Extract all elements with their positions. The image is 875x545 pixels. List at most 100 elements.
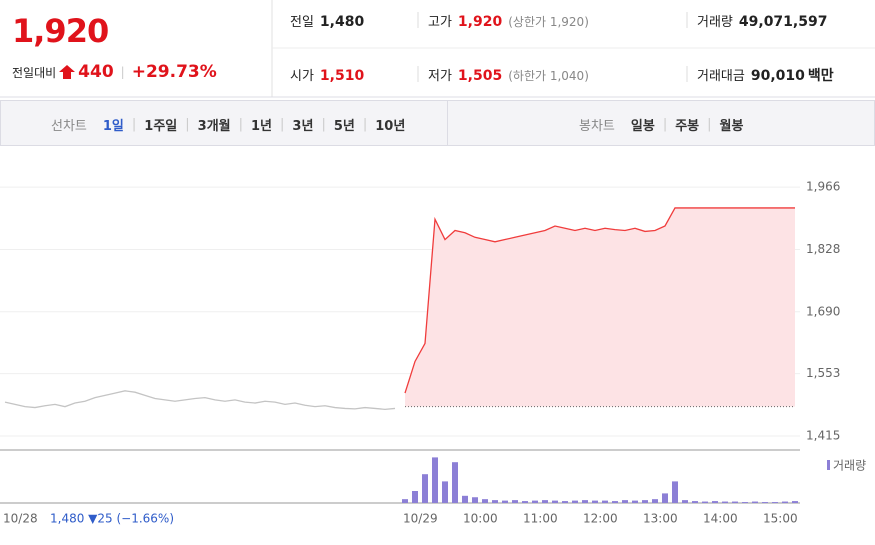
- current-price: 1,920: [12, 12, 109, 50]
- volume-bar: [682, 500, 688, 503]
- y-tick-label: 1,966: [806, 180, 840, 194]
- separator: |: [131, 117, 137, 132]
- period-button[interactable]: 5년: [333, 119, 355, 134]
- volume-bar: [572, 500, 578, 503]
- volume-bar: [582, 500, 588, 503]
- volume-bar: [412, 491, 418, 503]
- volume-bar: [422, 474, 428, 503]
- volume-bar: [632, 500, 638, 503]
- volume-bar: [462, 495, 468, 503]
- change-pct: +29.73%: [131, 62, 217, 82]
- volume-bar: [552, 500, 558, 503]
- volume-bar: [502, 500, 508, 503]
- period-button[interactable]: 월봉: [719, 119, 744, 134]
- y-tick-label: 1,415: [806, 429, 840, 443]
- separator: |: [185, 117, 190, 132]
- x-tick-label: 12:00: [583, 512, 618, 526]
- period-button[interactable]: 3년: [292, 119, 314, 134]
- volume-bar: [712, 501, 718, 503]
- separator: |: [321, 117, 326, 132]
- price-line: [4, 390, 396, 411]
- up-icon: [59, 65, 76, 79]
- legend-swatch: [827, 460, 830, 470]
- quote-value: 1,480: [319, 14, 365, 30]
- quote: 거래대금 90,010 백만: [697, 65, 834, 85]
- period-button[interactable]: 일봉: [630, 119, 655, 134]
- candle-chart-group: 봉차트 일봉 | 주봉 | 월봉: [579, 115, 743, 134]
- quote-label: 저가: [428, 69, 452, 84]
- quote-value: 49,071,597: [738, 14, 828, 30]
- quote-label: 고가: [428, 15, 452, 30]
- x-tick-label: 13:00: [643, 512, 678, 526]
- volume-bar: [432, 457, 438, 503]
- volume-bar: [752, 501, 758, 503]
- x-tick-label: 10:00: [463, 512, 498, 526]
- annotation: 1,480 ▼25 (−1.66%): [50, 512, 174, 526]
- period-button[interactable]: 1년: [251, 119, 273, 134]
- quote-note: (상한가 1,920): [508, 15, 589, 29]
- quote-unit: 백만: [807, 68, 834, 84]
- quote-label: 시가: [290, 69, 314, 84]
- volume-bar: [622, 500, 628, 503]
- volume-bar: [492, 500, 498, 503]
- quote: 시가 1,510: [290, 65, 364, 84]
- volume-bar: [652, 499, 658, 503]
- quote-label: 전일: [290, 15, 314, 30]
- quote-note: (하한가 1,040): [508, 69, 589, 83]
- x-tick-label: 15:00: [763, 512, 798, 526]
- volume-bar: [662, 493, 668, 503]
- divider: [447, 101, 448, 145]
- volume-bar: [542, 500, 548, 503]
- quote: 고가 1,920 (상한가 1,920): [428, 11, 589, 30]
- volume-bar: [732, 501, 738, 503]
- separator: |: [120, 65, 125, 79]
- y-tick-label: 1,690: [806, 304, 840, 318]
- change-label: 전일대비: [12, 65, 57, 80]
- separator: |: [707, 117, 712, 132]
- period-button[interactable]: 1일: [102, 119, 124, 134]
- volume-bar: [522, 501, 528, 503]
- volume-bar: [562, 501, 568, 503]
- separator: |: [280, 117, 285, 132]
- volume-bar: [742, 502, 748, 503]
- separator: |: [662, 117, 668, 132]
- quote: 전일 1,480: [290, 11, 364, 30]
- quote-value: 90,010: [750, 68, 805, 84]
- x-tick-label: 10/28: [3, 512, 38, 526]
- volume-bar: [672, 481, 678, 503]
- x-tick-label: 14:00: [703, 512, 738, 526]
- volume-bar: [402, 499, 408, 503]
- volume-bar: [792, 501, 798, 503]
- volume-bar: [512, 500, 518, 503]
- volume-bar: [592, 500, 598, 503]
- volume-bar: [782, 501, 788, 503]
- group-label: 봉차트: [579, 119, 615, 134]
- quote-label: 거래대금: [697, 69, 745, 84]
- x-tick-label: 11:00: [523, 512, 558, 526]
- period-button[interactable]: 1주일: [144, 119, 178, 134]
- legend-label: 거래량: [833, 459, 866, 473]
- volume-bar: [692, 501, 698, 503]
- area: [405, 207, 795, 407]
- toolbar: 선차트 1일 | 1주일 | 3개월 | 1년 | 3년 | 5년 | 10년 봉차트 일봉 | 주봉 | 월봉: [0, 100, 875, 146]
- separator: |: [362, 117, 368, 132]
- volume-bar: [442, 481, 448, 503]
- quote-value: 1,920: [457, 14, 503, 30]
- quote: 저가 1,505 (하한가 1,040): [428, 65, 589, 84]
- period-button[interactable]: 주봉: [675, 119, 700, 134]
- quote: 거래량 49,071,597: [697, 11, 827, 30]
- price-line: [404, 207, 795, 394]
- period-button[interactable]: 10년: [375, 119, 406, 134]
- period-button[interactable]: 3개월: [197, 119, 231, 134]
- volume-bar: [642, 500, 648, 503]
- volume-bar: [612, 501, 618, 503]
- change: 440: [78, 62, 114, 82]
- volume-bar: [722, 501, 728, 503]
- separator: |: [238, 117, 244, 132]
- volume-bar: [472, 497, 478, 503]
- quote-value: 1,505: [457, 68, 503, 84]
- volume-bar: [532, 500, 538, 503]
- change-row: 전일대비 440 | +29.73%: [12, 62, 217, 82]
